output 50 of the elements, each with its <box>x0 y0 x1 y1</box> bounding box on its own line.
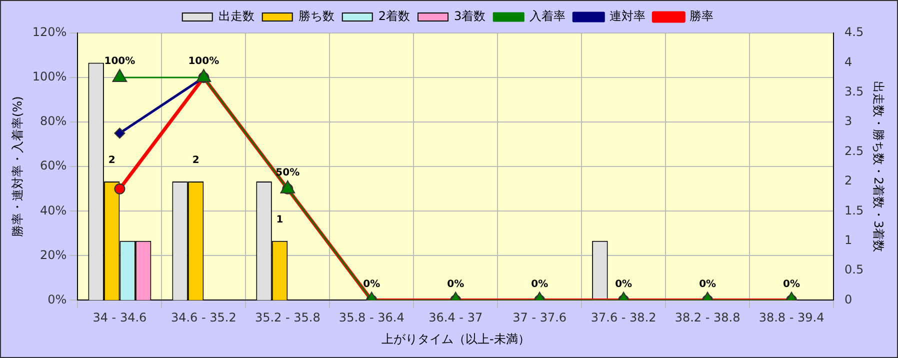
y2-tick-label: 2.5 <box>844 144 864 158</box>
x-tick-label: 35.8 - 36.4 <box>338 310 404 325</box>
y2-tick-label: 0.5 <box>844 262 864 277</box>
point <box>196 69 212 82</box>
x-tick-label: 38.8 - 39.4 <box>758 310 824 325</box>
data-label: 0% <box>783 278 800 290</box>
y-tick-label: 80% <box>40 114 67 128</box>
y-tick-label: 120% <box>32 25 67 40</box>
y2-tick-label: 4 <box>844 54 852 69</box>
y2-tick-label: 3.5 <box>844 84 864 99</box>
data-label: 0% <box>447 278 464 290</box>
data-label: 1 <box>276 214 284 226</box>
legend-label: 入着率 <box>530 9 566 24</box>
legend-label: 出走数 <box>218 9 254 24</box>
data-label: 0% <box>531 278 548 290</box>
data-label: 100% <box>188 56 220 68</box>
point <box>280 180 296 194</box>
point <box>112 69 128 82</box>
legend-label: 勝率 <box>690 9 714 24</box>
x-tick-label: 34.6 - 35.2 <box>170 310 236 325</box>
data-label: 2 <box>192 155 200 166</box>
legend-label: 勝ち数 <box>298 9 334 24</box>
y2-tick-label: 2 <box>844 174 852 188</box>
y-tick-label: 60% <box>40 158 67 173</box>
y2-tick-label: 1.5 <box>844 203 864 218</box>
x-tick-label: 38.2 - 38.8 <box>674 310 740 325</box>
y2-tick-label: 3 <box>844 114 852 128</box>
x-tick-label: 36.4 - 37 <box>428 310 483 325</box>
y-tick-label: 20% <box>40 248 67 262</box>
data-label: 0% <box>363 278 380 290</box>
data-label: 0% <box>699 278 716 290</box>
y2-axis-title: 出走数・勝ち数・2着数・3着数 <box>872 80 886 252</box>
data-label: 2 <box>108 155 116 166</box>
x-axis-title: 上がりタイム（以上-未満） <box>381 332 530 346</box>
legend-label: 連対率 <box>610 9 646 24</box>
data-label: 0% <box>615 278 632 290</box>
x-tick-label: 37.6 - 38.2 <box>590 310 656 325</box>
y-tick-label: 0% <box>48 292 67 306</box>
legend-label: 3着数 <box>454 9 486 24</box>
y2-tick-label: 1 <box>844 232 852 247</box>
y-axis-title: 勝率・連対率・入着率(%) <box>10 96 24 237</box>
y2-tick-label: 4.5 <box>844 25 864 40</box>
y-tick-label: 40% <box>40 203 67 218</box>
y-tick-label: 100% <box>32 70 67 84</box>
x-tick-label: 35.2 - 35.8 <box>254 310 320 325</box>
y2-tick-label: 0 <box>844 292 852 306</box>
x-tick-label: 34 - 34.6 <box>92 310 147 325</box>
legend-label: 2着数 <box>378 9 410 24</box>
x-tick-label: 37 - 37.6 <box>512 310 567 325</box>
data-label: 100% <box>104 56 136 68</box>
